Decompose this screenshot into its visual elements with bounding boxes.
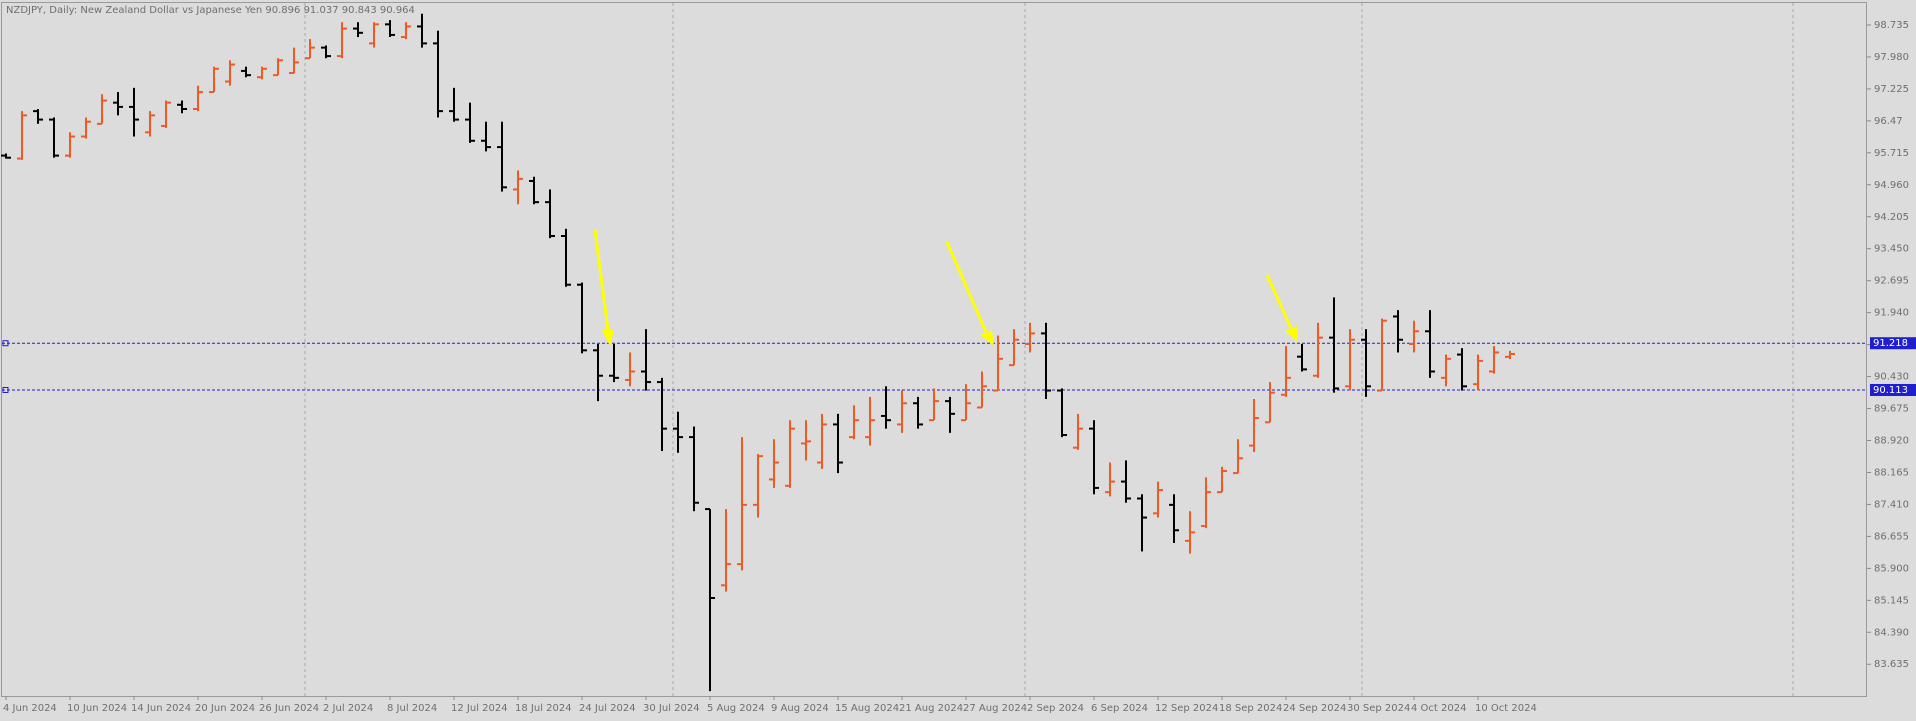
period-separators [304,3,1794,696]
x-tick-label: 2 Jul 2024 [323,703,373,714]
x-tick-label: 12 Jul 2024 [451,703,508,714]
level-label: 91.218 [1873,338,1908,349]
arrows [593,229,1298,346]
y-tick-label: 85.145 [1874,595,1909,606]
y-tick-label: 95.715 [1874,148,1909,159]
x-tick-label: 30 Sep 2024 [1347,703,1410,714]
x-tick-label: 24 Jul 2024 [579,703,636,714]
x-tick-label: 5 Aug 2024 [707,703,765,714]
y-tick-label: 98.735 [1874,20,1909,31]
x-tick-label: 4 Oct 2024 [1411,703,1466,714]
y-tick-label: 90.430 [1874,372,1909,383]
arrow [945,241,988,333]
x-tick-label: 12 Sep 2024 [1155,703,1218,714]
arrow-head [602,330,614,346]
y-tick-label: 96.47 [1874,116,1903,127]
arrow [593,229,610,331]
y-tick-label: 84.390 [1874,627,1909,638]
level-label: 90.113 [1873,385,1908,396]
x-tick-label: 24 Sep 2024 [1283,703,1346,714]
x-tick-label: 18 Jul 2024 [515,703,572,714]
x-tick-label: 9 Aug 2024 [771,703,829,714]
y-tick-label: 89.675 [1874,404,1909,415]
level-label-box [1870,337,1916,350]
y-tick-label: 97.225 [1874,84,1909,95]
y-tick-label: 83.635 [1874,659,1909,670]
plot-frame [1,2,1867,697]
arrow-head [980,330,994,346]
x-tick-label: 4 Jun 2024 [3,703,57,714]
x-tick-label: 10 Oct 2024 [1475,703,1537,714]
y-tick-label: 91.940 [1874,308,1909,319]
x-tick-label: 2 Sep 2024 [1027,703,1084,714]
y-tick-label: 85.900 [1874,563,1909,574]
x-tick-label: 26 Jun 2024 [259,703,319,714]
x-tick-label: 27 Aug 2024 [963,703,1027,714]
y-tick-label: 88.920 [1874,436,1909,447]
y-tick-label: 97.980 [1874,52,1909,63]
x-tick-label: 18 Sep 2024 [1219,703,1282,714]
x-tick-label: 6 Sep 2024 [1091,703,1148,714]
x-tick-label: 30 Jul 2024 [643,703,700,714]
level-handle [2,386,9,393]
y-tick-label: 93.450 [1874,244,1909,255]
y-tick-label: 88.165 [1874,467,1909,478]
x-tick-label: 14 Jun 2024 [131,703,191,714]
arrow-head [1285,326,1298,342]
x-tick-label: 20 Jun 2024 [195,703,255,714]
x-tick-label: 15 Aug 2024 [835,703,899,714]
arrow [1265,274,1293,329]
x-tick-label: 21 Aug 2024 [899,703,963,714]
level-label-box [1870,383,1916,396]
y-tick-label: 92.695 [1874,276,1909,287]
marks [1,13,1867,692]
y-tick-label: 94.960 [1874,180,1909,191]
x-tick-label: 8 Jul 2024 [387,703,437,714]
y-tick-label: 86.655 [1874,531,1909,542]
x-tick-label: 10 Jun 2024 [67,703,127,714]
y-tick-label: 94.205 [1874,212,1909,223]
chart-title: NZDJPY, Daily: New Zealand Dollar vs Jap… [6,5,415,16]
y-tick-label: 87.410 [1874,499,1909,510]
level-handle [2,340,9,347]
